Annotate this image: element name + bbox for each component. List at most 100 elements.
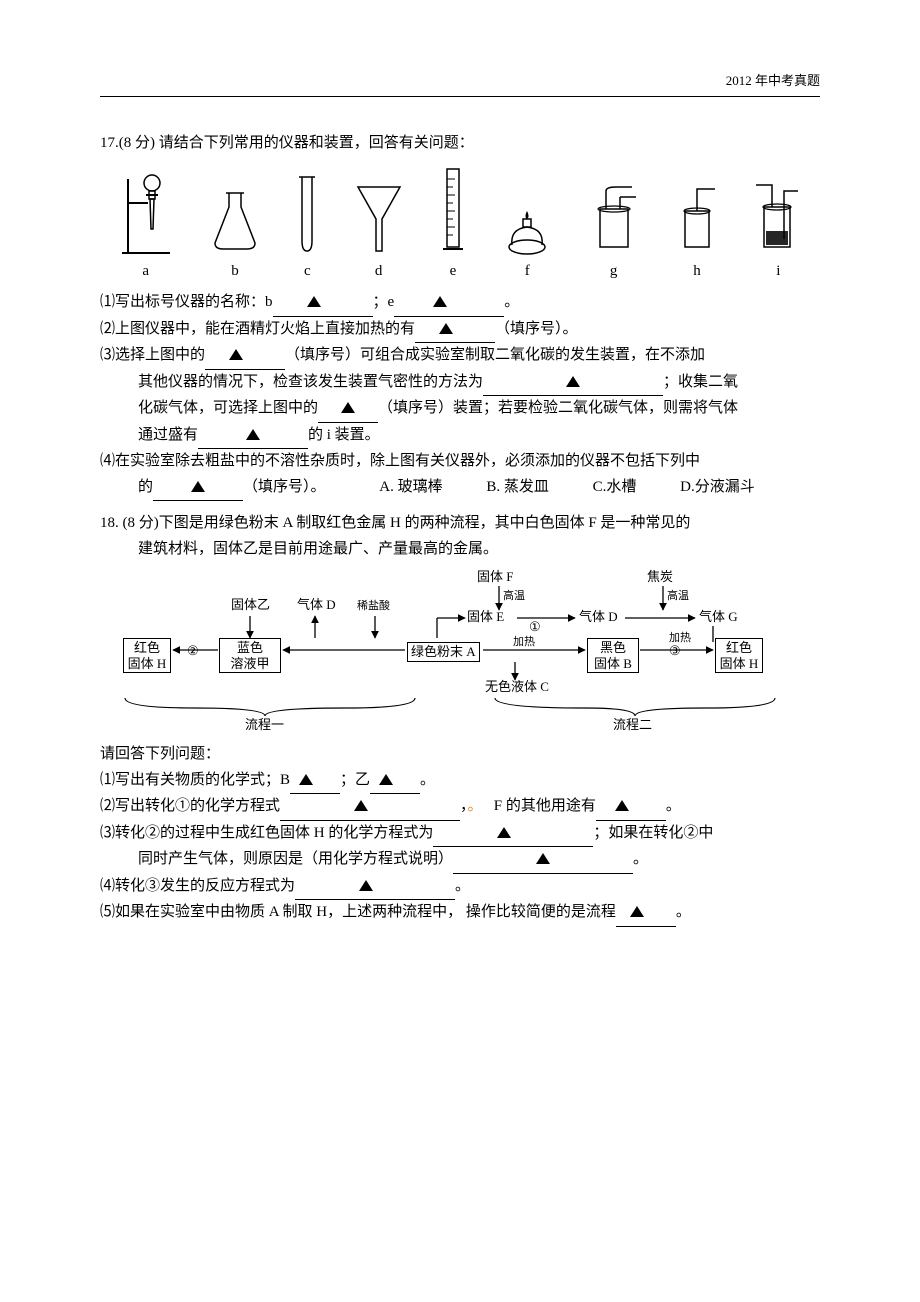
text: ⑶转化②的过程中生成红色固体 H 的化学方程式为 [100, 825, 433, 841]
erlenmeyer-flask-icon [209, 185, 261, 255]
triangle-icon [246, 429, 260, 440]
triangle-icon [433, 296, 447, 307]
instrument-label: a [142, 259, 149, 285]
text: ⑴写出有关物质的化学式；B [100, 772, 290, 788]
text: 。 [633, 851, 648, 867]
orange-dot: 。 [468, 798, 483, 814]
flow-node-a: 绿色粉末 A [407, 642, 480, 662]
instrument-h: h [675, 181, 719, 285]
text: 红色 固体 H [720, 640, 759, 671]
text: 。 [666, 798, 681, 814]
q17-p1: ⑴写出标号仪器的名称：b；e。 [100, 290, 820, 317]
flow-label-coke: 焦炭 [647, 570, 673, 584]
flow-node-h-right: 红色 固体 H [715, 638, 763, 673]
instrument-e: e [439, 165, 467, 285]
text: 。 [455, 878, 470, 894]
text: 的 [138, 479, 153, 495]
blank [453, 847, 633, 874]
gas-bottle-single-tube-icon [675, 181, 719, 255]
instrument-f: f [502, 207, 552, 285]
flow-label-liquid-c: 无色液体 C [485, 680, 549, 694]
flow-label-hcl: 稀盐酸 [357, 600, 390, 612]
instrument-label: f [525, 259, 530, 285]
triangle-icon [439, 323, 453, 334]
option-a: A. 玻璃棒 [379, 475, 442, 501]
flow-node-blue: 蓝色 溶液甲 [219, 638, 281, 673]
blank [290, 768, 340, 795]
instrument-label: g [610, 259, 618, 285]
q18-prompt: 请回答下列问题： [100, 742, 820, 768]
instrument-label: c [304, 259, 311, 285]
flow-node-h-left: 红色 固体 H [123, 638, 171, 673]
gas-bottle-double-tube-icon [588, 181, 640, 255]
q17-instrument-row: a b c [100, 165, 820, 285]
q18-title-l2: 建筑材料，固体乙是目前用途最广、产量最高的金属。 [100, 537, 820, 563]
q18-p2: ⑵写出转化①的化学方程式，。 F 的其他用途有。 [100, 794, 820, 821]
instrument-label: e [450, 259, 457, 285]
text: 蓝色 溶液甲 [230, 640, 269, 671]
option-d: D.分液漏斗 [680, 475, 755, 501]
q17-p3-l3: 化碳气体，可选择上图中的 （填序号）装置；若要检验二氧化碳气体，则需将气体 [100, 396, 820, 423]
triangle-icon [379, 774, 393, 785]
blank [153, 475, 243, 502]
flow-label-D: 气体 D [297, 598, 336, 612]
option-c: C.水槽 [593, 475, 637, 501]
q18-title-l1: 18. (8 分)下图是用绿色粉末 A 制取红色金属 H 的两种流程，其中白色固… [100, 511, 820, 537]
q18-p5: ⑸如果在实验室中由物质 A 制取 H，上述两种流程中， 操作比较简便的是流程。 [100, 900, 820, 927]
flow-label-hi2: 高温 [667, 590, 689, 602]
triangle-icon [229, 349, 243, 360]
triangle-icon [630, 906, 644, 917]
test-tube-icon [296, 173, 318, 255]
alcohol-burner-icon [502, 207, 552, 255]
flow-label-f: 固体 F [477, 570, 513, 584]
header-rule [100, 96, 820, 97]
text: 黑色 固体 B [594, 640, 632, 671]
q17-p4-l1: ⑷在实验室除去粗盐中的不溶性杂质时，除上图有关仪器外，必须添加的仪器不包括下列中 [100, 449, 820, 475]
funnel-icon [354, 181, 404, 255]
q17-p3-l2: 其他仪器的情况下，检查该发生装置气密性的方法为；收集二氧 [100, 370, 820, 397]
text: ⑶选择上图中的 [100, 347, 205, 363]
q17-p3-l1: ⑶选择上图中的 （填序号）可组合成实验室制取二氧化碳的发生装置，在不添加 [100, 343, 820, 370]
text: ⑵上图仪器中，能在酒精灯火焰上直接加热的有 [100, 321, 415, 337]
blank [433, 821, 593, 848]
blank [318, 396, 378, 423]
instrument-a: a [118, 169, 174, 285]
text: （填序号）装置；若要检验二氧化碳气体，则需将气体 [378, 400, 738, 416]
flow-node-b: 黑色 固体 B [587, 638, 639, 673]
blank [280, 794, 460, 821]
text: （填序号）。 [495, 321, 578, 337]
q18-p1: ⑴写出有关物质的化学式；B ；乙 。 [100, 768, 820, 795]
flow-circle-3: ③ [669, 644, 681, 658]
q17-p4-l2: 的（填序号）。 A. 玻璃棒 B. 蒸发皿 C.水槽 D.分液漏斗 [100, 475, 820, 502]
triangle-icon [497, 827, 511, 838]
text: 。 [504, 294, 519, 310]
instrument-d: d [354, 181, 404, 285]
flow-label-yi: 固体乙 [231, 598, 270, 612]
text: ；乙 [340, 772, 370, 788]
flow-label-E: 固体 E [467, 610, 504, 624]
blank [596, 794, 666, 821]
triangle-icon [299, 774, 313, 785]
triangle-icon [191, 481, 205, 492]
question-18: 18. (8 分)下图是用绿色粉末 A 制取红色金属 H 的两种流程，其中白色固… [100, 511, 820, 927]
flow-proc2: 流程二 [613, 718, 652, 732]
page-header: 2012 年中考真题 [100, 70, 820, 92]
flow-label-G: 气体 G [699, 610, 738, 624]
flow-circle-1: ① [529, 620, 541, 634]
flow-label-D2: 气体 D [579, 610, 618, 624]
text: （填序号）可组合成实验室制取二氧化碳的发生装置，在不添加 [285, 347, 705, 363]
triangle-icon [615, 800, 629, 811]
question-17: 17.(8 分) 请结合下列常用的仪器和装置，回答有关问题： a [100, 131, 820, 501]
text: 化碳气体，可选择上图中的 [138, 400, 318, 416]
text: 。 [420, 772, 435, 788]
triangle-icon [536, 853, 550, 864]
flow-label-hi1: 高温 [503, 590, 525, 602]
flow-heat-2: 加热 [669, 632, 691, 644]
q18-p4: ⑷转化③发生的反应方程式为。 [100, 874, 820, 901]
triangle-icon [354, 800, 368, 811]
separating-funnel-stand-icon [118, 169, 174, 255]
instrument-b: b [209, 185, 261, 285]
instrument-label: h [693, 259, 701, 285]
text: 通过盛有 [138, 427, 198, 443]
blank [483, 370, 663, 397]
